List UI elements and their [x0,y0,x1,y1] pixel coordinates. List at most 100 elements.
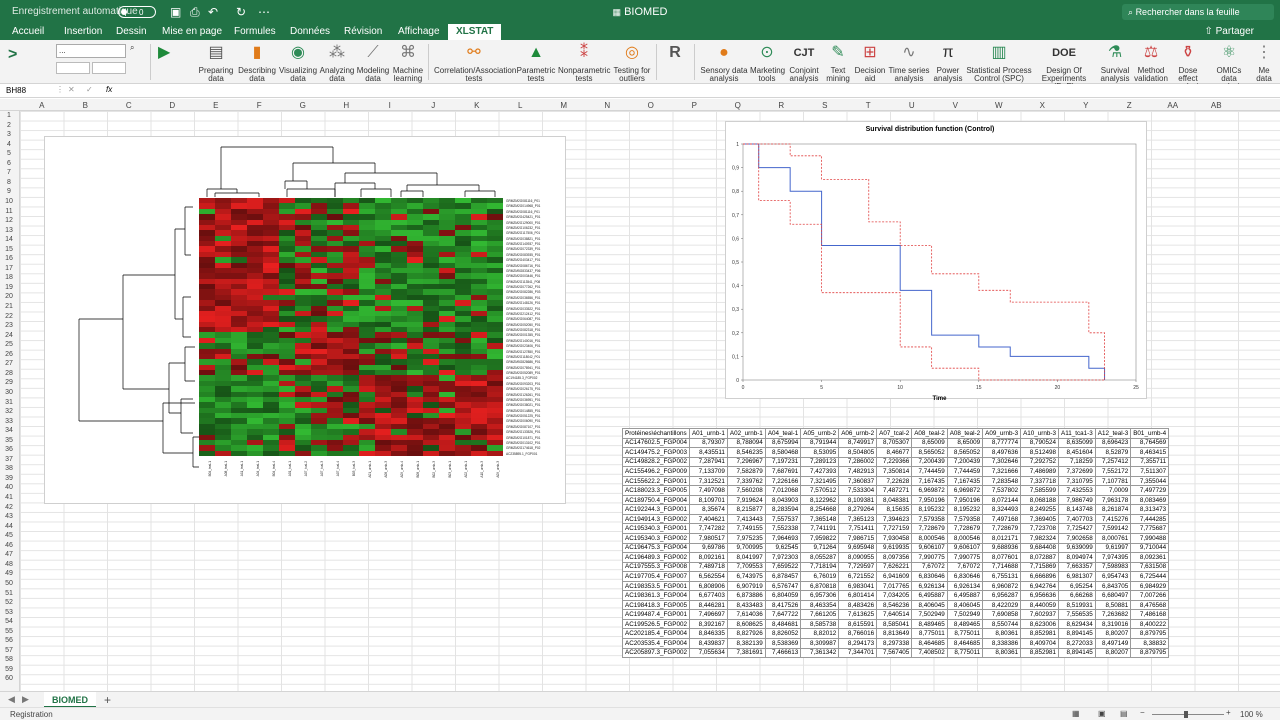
table-row[interactable]: AC203535.4_FGP004 8,439837 8,382139 8,53836… [622,638,1170,649]
value-cell[interactable]: 8,565052 [911,447,948,458]
column-header[interactable]: T [865,101,871,110]
table-row[interactable]: AC196489.3_FGP002 8,092161 8,041997 7,97230… [622,552,1170,563]
value-cell[interactable]: 7,22628 [876,475,913,487]
value-cell[interactable]: 8,546235 [726,447,766,458]
value-cell[interactable]: 6,743975 [726,571,766,582]
value-cell[interactable]: 7,963178 [1094,494,1132,506]
value-cell[interactable]: 7,567405 [876,647,913,659]
protein-id-cell[interactable]: AC203535.4_FGP004 [622,638,690,649]
zoom-level[interactable]: 100 % [1240,710,1263,719]
value-cell[interactable]: 7,365148 [800,513,840,525]
value-cell[interactable]: 8,043903 [764,494,802,506]
value-cell[interactable]: 7,034205 [876,590,913,601]
undo-icon[interactable]: ↶ [208,5,219,19]
table-header-cell[interactable]: A08_teal-2 [946,428,984,439]
value-cell[interactable]: 8,585041 [876,618,913,630]
value-cell[interactable]: 7,415276 [1094,513,1132,525]
value-cell[interactable]: 8,109381 [838,494,878,506]
value-cell[interactable]: 7,355044 [1130,475,1170,487]
protein-id-cell[interactable]: AC198353.5_FGP001 [622,580,690,592]
row-header[interactable]: 10 [5,197,13,205]
value-cell[interactable]: 8,80361 [982,647,1022,659]
column-header[interactable]: M [560,101,568,110]
value-cell[interactable]: 7,556535 [1058,609,1096,620]
row-header[interactable]: 27 [5,360,13,368]
row-header[interactable]: 15 [5,245,13,253]
value-cell[interactable]: 6,957306 [800,590,840,601]
value-cell[interactable]: 8,463415 [1130,447,1170,458]
value-cell[interactable]: 7,631508 [1130,561,1170,573]
value-cell[interactable]: 7,427393 [800,466,840,477]
value-cell[interactable]: 8,38832 [1130,638,1170,649]
value-cell[interactable]: 8,055287 [800,552,840,563]
value-cell[interactable]: 7,302646 [982,456,1022,468]
print-icon[interactable]: ⎙ [190,5,200,19]
table-row[interactable]: AC199487.4_FGP001 7,496697 7,614036 7,64772… [622,609,1170,620]
table-header-cell[interactable]: A05_urnb-2 [800,428,840,439]
value-cell[interactable]: 7,229366 [876,456,913,468]
table-row[interactable]: AC149475.2_FGP003 8,435511 8,546235 8,58046… [622,447,1170,458]
table-row[interactable]: AC195340.3_FGP001 7,747282 7,749155 7,55233… [622,523,1170,534]
value-cell[interactable]: 7,292752 [1020,456,1060,468]
value-cell[interactable]: 8,696423 [1094,437,1132,449]
value-cell[interactable]: 7,466613 [764,647,802,659]
value-cell[interactable]: 7,133709 [688,466,728,477]
analyzing-data-button[interactable]: ⁂ Analyzing data [318,42,356,83]
column-header[interactable]: AA [1167,101,1179,110]
value-cell[interactable]: 8,451604 [1058,447,1096,458]
value-cell[interactable]: 7,919624 [726,494,766,506]
row-header[interactable]: 52 [5,599,13,607]
value-cell[interactable]: 6,878457 [764,571,802,582]
column-header[interactable]: D [169,101,176,110]
value-cell[interactable]: 8,439837 [688,638,728,649]
value-cell[interactable]: 8,090955 [838,552,878,563]
table-row[interactable]: AC199526.5_FGP002 8,392167 8,608625 8,48468… [622,618,1170,630]
value-cell[interactable]: 6,576747 [764,580,802,592]
table-header-cell[interactable]: A08_teal-2 [911,428,948,439]
value-cell[interactable]: 7,613625 [838,609,878,620]
value-cell[interactable]: 7,497729 [1130,485,1170,496]
value-cell[interactable]: 7,599142 [1094,523,1132,534]
table-row[interactable]: AC198361.3_FGP004 6,677403 6,873886 6,80405… [622,590,1170,601]
row-header[interactable]: 50 [5,579,13,587]
value-cell[interactable]: 8,705307 [876,437,913,449]
formula-input[interactable] [120,85,1270,97]
value-cell[interactable]: 9,619935 [876,542,913,554]
row-header[interactable]: 24 [5,331,13,339]
table-header-cell[interactable]: Protéines\échantillons [622,428,690,439]
value-cell[interactable]: 8,122962 [800,494,840,506]
add-sheet-button[interactable]: + [104,693,112,707]
row-header[interactable]: 26 [5,350,13,358]
dataset-field[interactable]: ... [56,44,126,58]
value-cell[interactable]: 8,338386 [982,638,1022,649]
column-header[interactable]: Y [1083,101,1089,110]
column-header[interactable]: F [256,101,262,110]
value-cell[interactable]: 7,744459 [911,466,948,477]
more-button[interactable]: ⋮ Me data [1252,42,1276,83]
column-header[interactable]: U [908,101,915,110]
table-row[interactable]: AC194914.3_FGP002 7,404621 7,413443 7,55753… [622,513,1170,525]
row-header[interactable]: 9 [7,188,11,196]
value-cell[interactable]: 7,775687 [1130,523,1170,534]
value-cell[interactable]: 7,974395 [1094,552,1132,563]
value-cell[interactable]: 7,950196 [946,494,984,506]
row-header[interactable]: 54 [5,618,13,626]
value-cell[interactable]: 7,350814 [876,466,913,477]
value-cell[interactable]: 8,195232 [946,504,984,515]
zoom-out-icon[interactable]: − [1140,708,1145,717]
zoom-in-icon[interactable]: + [1226,708,1231,717]
value-cell[interactable]: 6,870818 [800,580,840,592]
name-box[interactable]: BH88 [6,86,27,95]
time-series-button[interactable]: ∿ Time series analysis [888,42,930,83]
value-cell[interactable]: 8,409704 [1020,638,1060,649]
value-cell[interactable]: 8,309987 [800,638,840,649]
row-header[interactable]: 13 [5,226,13,234]
table-header-cell[interactable]: A02_urnb-1 [726,428,766,439]
row-header[interactable]: 36 [5,446,13,454]
nonparametric-tests-button[interactable]: ⁑ Nonparametric tests [558,42,610,83]
value-cell[interactable]: 8,766016 [838,628,878,640]
row-header[interactable]: 41 [5,494,13,501]
value-cell[interactable]: 8,775011 [946,628,984,640]
value-cell[interactable]: 8,790524 [1020,437,1060,449]
protein-id-cell[interactable]: AC192244.3_FGP001 [622,504,690,515]
